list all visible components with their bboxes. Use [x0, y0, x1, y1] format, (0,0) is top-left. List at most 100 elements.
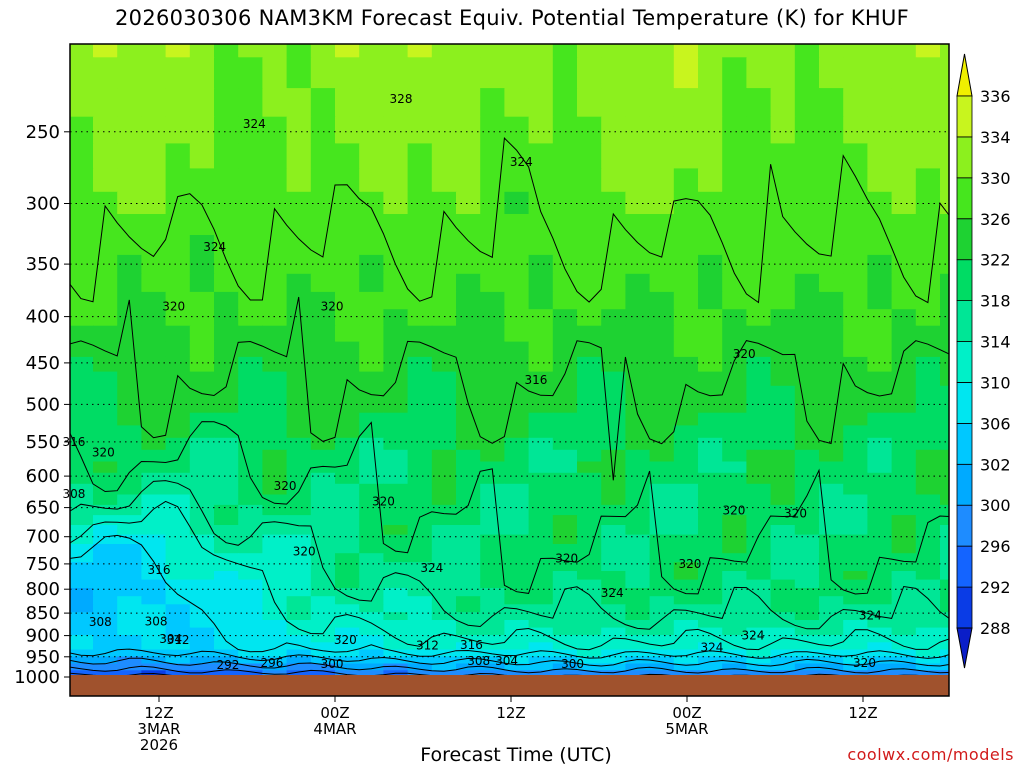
contour-cell	[601, 191, 626, 215]
contour-cell	[117, 449, 142, 463]
contour-cell	[794, 562, 820, 572]
contour-cell	[0, 274, 21, 293]
contour-cell	[189, 604, 215, 613]
contour-cell	[552, 642, 578, 651]
contour-cell	[456, 116, 481, 144]
contour-cell	[867, 562, 893, 572]
contour-cell	[70, 57, 94, 89]
contour-cell	[431, 44, 457, 58]
contour-cell	[746, 612, 772, 621]
contour-cell	[383, 604, 409, 613]
colorbar-label: 330	[980, 169, 1011, 188]
contour-cell	[552, 116, 578, 144]
contour-cell	[383, 663, 409, 671]
contour-cell	[310, 88, 336, 118]
contour-label: 324	[859, 608, 882, 622]
contour-cell	[310, 356, 336, 373]
contour-cell	[915, 544, 941, 554]
contour-cell	[528, 472, 554, 485]
contour-cell	[625, 309, 651, 327]
contour-cell	[746, 88, 772, 118]
y-tick-label: 1000	[14, 667, 60, 688]
contour-cell	[915, 649, 941, 658]
contour-cell	[843, 635, 868, 643]
contour-cell	[698, 604, 723, 613]
contour-cell	[577, 341, 602, 358]
contour-cell	[649, 214, 675, 236]
contour-cell	[407, 579, 433, 589]
contour-cell	[528, 571, 554, 581]
contour-cell	[165, 620, 191, 629]
contour-cell	[141, 143, 167, 169]
contour-cell	[673, 483, 699, 496]
contour-cell	[673, 235, 699, 256]
contour-cell	[698, 596, 723, 605]
contour-cell	[407, 544, 433, 554]
contour-cell	[93, 515, 118, 526]
contour-cell	[722, 88, 747, 118]
contour-cell	[625, 656, 651, 665]
contour-cell	[141, 483, 167, 496]
contour-cell	[819, 341, 844, 358]
contour-cell	[794, 494, 820, 506]
contour-cell	[0, 192, 21, 215]
contour-cell	[310, 579, 336, 589]
contour-cell	[189, 449, 215, 463]
contour-cell	[746, 437, 772, 451]
contour-cell	[940, 325, 949, 343]
contour-cell	[238, 356, 263, 373]
contour-cell	[819, 57, 844, 89]
contour-cell	[262, 620, 288, 629]
contour-cell	[625, 544, 651, 554]
contour-cell	[286, 670, 312, 678]
contour-cell	[141, 642, 167, 651]
contour-cell	[746, 635, 772, 643]
contour-cell	[601, 291, 626, 310]
contour-cell	[940, 143, 949, 169]
contour-cell	[915, 356, 941, 373]
contour-cell	[552, 425, 578, 439]
contour-cell	[625, 214, 651, 236]
contour-cell	[770, 544, 796, 554]
contour-cell	[359, 562, 384, 572]
contour-cell	[698, 309, 723, 327]
contour-cell	[528, 663, 554, 671]
contour-cell	[698, 544, 723, 554]
contour-cell	[117, 627, 142, 636]
contour-cell	[262, 325, 288, 343]
contour-cell	[383, 309, 409, 327]
contour-cell	[915, 385, 941, 401]
contour-cell	[20, 326, 45, 343]
contour-cell	[794, 627, 820, 636]
contour-cell	[673, 663, 699, 671]
contour-cell	[1013, 235, 1024, 256]
contour-cell	[552, 341, 578, 358]
contour-cell	[189, 399, 215, 414]
contour-cell	[794, 612, 820, 621]
contour-cell	[262, 273, 288, 293]
contour-cell	[915, 168, 941, 193]
contour-cell	[335, 116, 360, 144]
contour-cell	[70, 620, 94, 629]
contour-cell	[20, 235, 45, 256]
contour-cell	[722, 663, 747, 671]
contour-cell	[431, 627, 457, 636]
contour-label: 320	[321, 300, 344, 314]
contour-cell	[407, 425, 433, 439]
contour-cell	[189, 214, 215, 236]
contour-cell	[673, 273, 699, 293]
contour-cell	[189, 254, 215, 275]
contour-cell	[480, 291, 505, 310]
contour-cell	[359, 472, 384, 485]
contour-cell	[746, 525, 772, 536]
contour-cell	[431, 309, 457, 327]
contour-cell	[286, 579, 312, 589]
contour-cell	[601, 273, 626, 293]
contour-cell	[0, 628, 21, 636]
contour-cell	[93, 525, 118, 536]
contour-cell	[843, 656, 868, 665]
contour-cell	[214, 483, 239, 496]
contour-cell	[310, 656, 336, 665]
contour-cell	[310, 57, 336, 89]
